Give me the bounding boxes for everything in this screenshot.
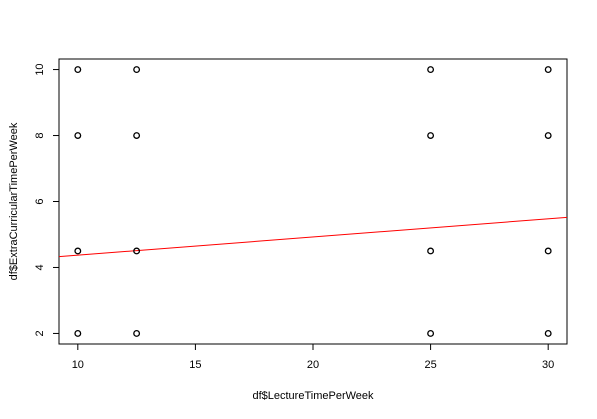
- data-point: [544, 329, 552, 337]
- y-axis-title: df$ExtraCurricularTimePerWeek: [8, 122, 20, 280]
- x-tick-label: 30: [542, 359, 554, 371]
- y-tick-label: 8: [34, 132, 46, 138]
- data-point: [133, 329, 141, 337]
- data-point: [133, 132, 141, 139]
- x-tick-label: 15: [189, 359, 201, 371]
- data-point: [133, 66, 141, 74]
- y-tick-label: 2: [34, 330, 46, 336]
- x-tick-label: 20: [307, 359, 319, 371]
- x-tick-label: 10: [72, 359, 84, 371]
- data-point: [544, 132, 552, 139]
- y-tick-label: 10: [34, 63, 46, 75]
- y-tick-label: 6: [34, 198, 46, 204]
- y-tick-label: 4: [34, 264, 46, 270]
- data-point: [544, 66, 552, 74]
- data-point: [74, 66, 82, 74]
- x-tick-label: 25: [424, 359, 436, 371]
- data-point: [427, 247, 435, 255]
- data-point: [74, 247, 82, 255]
- data-point: [427, 66, 435, 74]
- data-point: [133, 247, 141, 255]
- data-points: [74, 66, 552, 337]
- x-axis-title: df$LectureTimePerWeek: [252, 390, 374, 402]
- x-axis: 10 15 20 25 30: [72, 343, 554, 371]
- data-point: [427, 132, 435, 139]
- data-point: [74, 132, 82, 139]
- y-axis: 2 4 6 8 10: [34, 63, 60, 337]
- data-point: [544, 247, 552, 255]
- regression-line: [58, 216, 568, 258]
- data-point: [74, 329, 82, 337]
- data-point: [427, 329, 435, 337]
